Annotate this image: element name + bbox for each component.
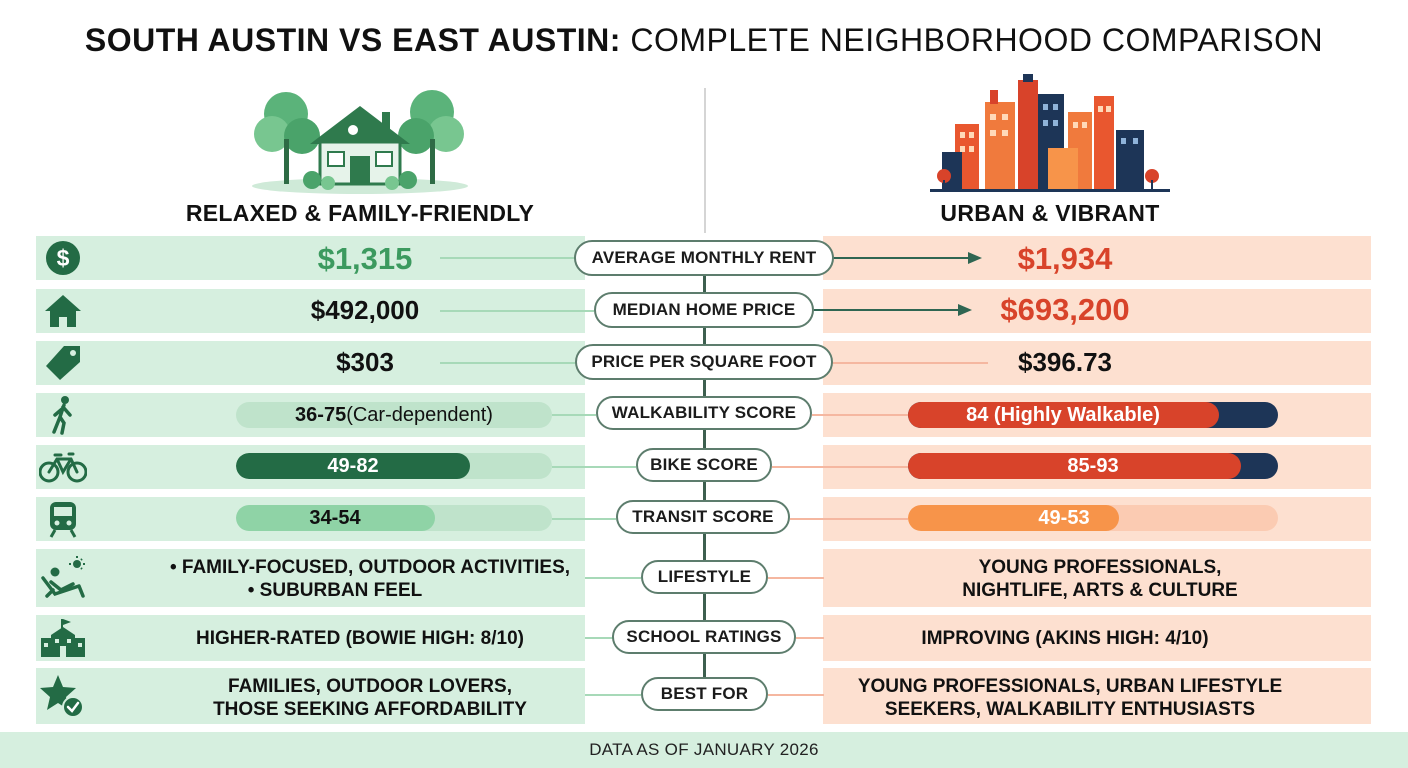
south-bike-bar: 49-82: [236, 453, 552, 479]
schools-south-band: [36, 615, 585, 661]
south-rent-value: $1,315: [317, 241, 413, 276]
east-lifestyle-line-2: NIGHTLIFE, ARTS & CULTURE: [962, 580, 1238, 601]
lifestyle-east-band: [823, 549, 1371, 607]
south-walk-range: 36-75: [295, 403, 347, 426]
south-bike-text: 49-82: [327, 454, 379, 477]
schools-label-pill: SCHOOL RATINGS: [612, 620, 796, 654]
south-bike-bar-fill: [236, 453, 470, 479]
title-rest: COMPLETE NEIGHBORHOOD COMPARISON: [620, 22, 1324, 58]
bike-left-connector: [552, 466, 636, 468]
walk-right-connector: [812, 414, 908, 416]
sqft-left-connector: [440, 362, 576, 364]
school-building-icon: [38, 615, 88, 661]
rent-arrow: [832, 252, 982, 264]
data-date-footer: DATA AS OF JANUARY 2026: [0, 732, 1408, 768]
train-icon: [38, 497, 88, 541]
east-rent-value: $1,934: [1017, 241, 1113, 276]
city-skyline-illustration: [930, 74, 1170, 192]
star-check-icon: [38, 668, 88, 724]
walk-left-connector: [552, 414, 596, 416]
east-walk-bar: 84 (Highly Walkable): [908, 402, 1278, 428]
transit-label-pill: TRANSIT SCORE: [616, 500, 790, 534]
schools-left-connector: [585, 637, 613, 639]
schools-east-band: [823, 615, 1371, 661]
east-home-price-value: $693,200: [1000, 292, 1130, 327]
south-walk-desc: (Car-dependent): [346, 403, 493, 426]
east-austin-heading: URBAN & VIBRANT: [940, 200, 1160, 226]
title-bold: SOUTH AUSTIN VS EAST AUSTIN:: [84, 22, 621, 58]
south-walk-text: 36-75 (Car-dependent): [236, 402, 552, 428]
south-transit-bar: 34-54: [236, 505, 552, 531]
east-lifestyle-text: YOUNG PROFESSIONALS, NIGHTLIFE, ARTS & C…: [830, 556, 1370, 602]
south-home-price-value: $492,000: [310, 295, 420, 325]
east-walk-text: 84 (Highly Walkable): [966, 403, 1160, 426]
south-austin-heading: RELAXED & FAMILY-FRIENDLY: [185, 200, 535, 226]
top-divider: [704, 88, 706, 233]
rent-label-pill: AVERAGE MONTHLY RENT: [574, 240, 834, 276]
svg-text:$: $: [57, 245, 70, 271]
east-transit-text: 49-53: [1038, 506, 1090, 529]
walking-person-icon: [38, 393, 88, 437]
east-best-for-line-2: SEEKERS, WALKABILITY ENTHUSIASTS: [884, 699, 1256, 720]
east-transit-bar: 49-53: [908, 505, 1278, 531]
schools-right-connector: [796, 637, 824, 639]
south-best-for-line-1: FAMILIES, OUTDOOR LOVERS,: [228, 676, 512, 697]
transit-left-connector: [552, 518, 616, 520]
best-for-east-band: [823, 668, 1371, 724]
best-for-south-band: [36, 668, 585, 724]
bicycle-icon: [38, 445, 88, 489]
east-transit-bar-fill: [908, 505, 1119, 531]
south-best-for-text: FAMILIES, OUTDOOR LOVERS, THOSE SEEKING …: [100, 675, 640, 721]
south-transit-bar-fill: [236, 505, 436, 531]
lifestyle-left-connector: [585, 577, 641, 579]
east-bike-bar-fill: [908, 453, 1241, 479]
best-for-right-connector: [768, 694, 824, 696]
south-lifestyle-line-1: • FAMILY-FOCUSED, OUTDOOR ACTIVITIES,: [169, 557, 571, 578]
rent-left-connector: [440, 257, 576, 259]
bike-right-connector: [772, 466, 908, 468]
south-lifestyle-line-2: • SUBURBAN FEEL: [247, 580, 423, 601]
sqft-label-pill: PRICE PER SQUARE FOOT: [575, 344, 833, 380]
lifestyle-right-connector: [768, 577, 824, 579]
sqft-right-connector: [832, 362, 988, 364]
south-walk-bar: 36-75 (Car-dependent): [236, 402, 552, 428]
south-sqft-value: $303: [336, 347, 394, 377]
east-walk-bar-fill: [908, 402, 1219, 428]
home-price-arrow: [814, 304, 972, 316]
east-best-for-text: YOUNG PROFESSIONALS, URBAN LIFESTYLE SEE…: [810, 675, 1330, 721]
south-transit-text: 34-54: [309, 506, 361, 529]
east-schools-text: IMPROVING (AKINS HIGH: 4/10): [921, 628, 1209, 649]
house-icon: [38, 289, 88, 333]
home-price-label-pill: MEDIAN HOME PRICE: [594, 292, 814, 328]
south-best-for-line-2: THOSE SEEKING AFFORDABILITY: [213, 699, 527, 720]
transit-right-connector: [790, 518, 908, 520]
bike-label-pill: BIKE SCORE: [636, 448, 772, 482]
south-schools-text: HIGHER-RATED (BOWIE HIGH: 8/10): [196, 628, 524, 649]
price-tag-icon: [38, 341, 88, 385]
east-best-for-line-1: YOUNG PROFESSIONALS, URBAN LIFESTYLE: [857, 676, 1283, 697]
south-lifestyle-text: • FAMILY-FOCUSED, OUTDOOR ACTIVITIES, • …: [100, 556, 640, 602]
lifestyle-south-band: [36, 549, 585, 607]
lifestyle-label-pill: LIFESTYLE: [641, 560, 768, 594]
lounge-chair-sun-icon: [38, 549, 88, 607]
best-for-label-pill: BEST FOR: [641, 677, 768, 711]
page-title: SOUTH AUSTIN VS EAST AUSTIN: COMPLETE NE…: [0, 22, 1408, 59]
house-with-trees-illustration: [252, 90, 468, 194]
best-for-left-connector: [585, 694, 641, 696]
east-lifestyle-line-1: YOUNG PROFESSIONALS,: [978, 557, 1222, 578]
walk-label-pill: WALKABILITY SCORE: [596, 396, 812, 430]
east-bike-bar: 85-93: [908, 453, 1278, 479]
dollar-icon: $: [38, 236, 88, 280]
east-sqft-value: $396.73: [1018, 347, 1112, 377]
home-price-left-connector: [440, 310, 594, 312]
east-bike-text: 85-93: [1067, 454, 1119, 477]
